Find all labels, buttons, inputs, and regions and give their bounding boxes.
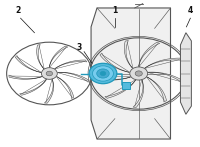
Text: 1: 1: [112, 6, 118, 15]
Polygon shape: [93, 75, 130, 80]
Circle shape: [46, 71, 53, 76]
Polygon shape: [133, 80, 144, 107]
Polygon shape: [139, 42, 160, 66]
Polygon shape: [15, 56, 41, 72]
Polygon shape: [100, 53, 129, 72]
Polygon shape: [37, 45, 44, 69]
Circle shape: [89, 63, 117, 84]
Text: 2: 2: [15, 6, 20, 15]
Circle shape: [41, 68, 57, 79]
Polygon shape: [124, 40, 132, 68]
Polygon shape: [91, 8, 171, 139]
Polygon shape: [9, 75, 42, 79]
Circle shape: [135, 71, 142, 76]
Text: 4: 4: [188, 6, 193, 15]
Polygon shape: [147, 77, 167, 102]
FancyBboxPatch shape: [122, 82, 130, 89]
Polygon shape: [180, 33, 191, 114]
Circle shape: [97, 69, 109, 78]
Circle shape: [130, 67, 148, 80]
Polygon shape: [49, 46, 68, 67]
Circle shape: [93, 66, 113, 81]
Polygon shape: [105, 80, 135, 98]
Polygon shape: [145, 58, 181, 68]
Polygon shape: [58, 72, 89, 82]
Polygon shape: [20, 80, 46, 95]
Text: 3: 3: [77, 43, 82, 52]
Polygon shape: [44, 80, 54, 103]
Polygon shape: [55, 60, 87, 69]
Polygon shape: [148, 72, 184, 83]
Circle shape: [100, 71, 106, 76]
Polygon shape: [57, 77, 74, 98]
